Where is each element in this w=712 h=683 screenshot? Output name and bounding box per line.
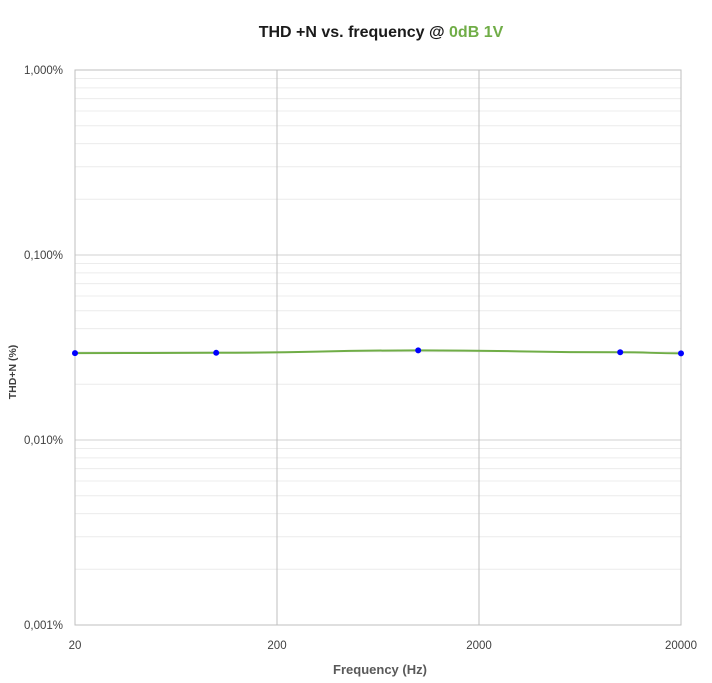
plot-area	[74, 69, 682, 626]
chart-title-prefix: THD +N vs. frequency @	[259, 24, 449, 41]
x-tick-label: 20	[69, 640, 82, 652]
data-point	[213, 349, 220, 356]
data-point	[678, 350, 684, 357]
data-point	[617, 349, 624, 356]
chart-title: THD +N vs. frequency @ 0dB 1V	[259, 24, 504, 41]
y-tick-label: 1,000%	[24, 65, 63, 77]
y-tick-label: 0,010%	[24, 435, 63, 447]
y-tick-label: 0,100%	[24, 250, 63, 262]
x-axis-ticks: 20 200 2000 20000	[69, 640, 697, 652]
y-axis-title: THD+N (%)	[7, 345, 19, 400]
series-layer	[72, 347, 684, 357]
x-tick-label: 200	[267, 640, 286, 652]
x-tick-label: 20000	[665, 640, 697, 652]
data-point	[72, 350, 78, 357]
x-tick-label: 2000	[466, 640, 492, 652]
data-point	[415, 347, 422, 354]
major-gridlines	[74, 69, 682, 626]
chart-title-highlight: 0dB 1V	[449, 24, 504, 41]
x-axis-title: Frequency (Hz)	[333, 662, 427, 677]
y-tick-label: 0,001%	[24, 620, 63, 632]
minor-gridlines	[75, 77, 681, 570]
y-axis-ticks: 1,000% 0,100% 0,010% 0,001%	[24, 65, 63, 632]
